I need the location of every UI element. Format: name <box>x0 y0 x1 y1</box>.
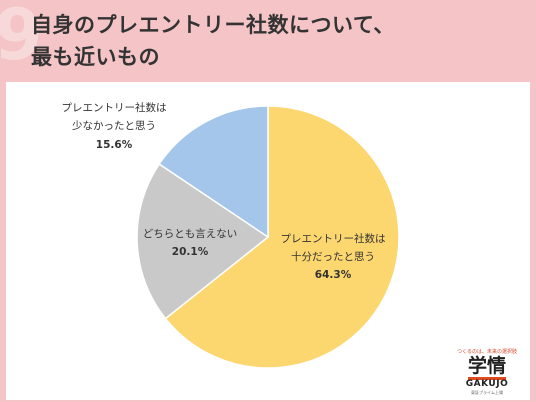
slice-value-1: 64.3% <box>315 269 352 281</box>
page-title: 自身のプレエントリー社数について、 最も近いもの <box>31 9 395 73</box>
pie-slice-3 <box>158 105 269 239</box>
slice-label-3-line1: プレエントリー社数は <box>62 101 167 114</box>
chart-panel: プレエントリー社数は 十分だったと思う 64.3% どちらとも言えない 20.1… <box>6 82 530 400</box>
logo-sub: 東証プライム上場 <box>471 390 503 395</box>
slice-label-3-line2: 少なかったと思う <box>72 120 156 132</box>
slice-label-2-line1: どちらとも言えない <box>143 227 238 240</box>
slice-label-1-line2: 十分だったと思う <box>291 250 375 263</box>
logo-roman: GAKUJO <box>465 379 509 390</box>
gakujo-logo: つくるのは、未来の選択肢 学情 GAKUJO 東証プライム上場 <box>456 348 518 396</box>
slice-label-1-line1: プレエントリー社数は <box>281 232 386 245</box>
slice-value-2: 20.1% <box>172 246 209 258</box>
background-decoration: 9 <box>0 0 43 76</box>
title-line-2: 最も近いもの <box>31 45 160 69</box>
pie-slice-1 <box>164 105 400 369</box>
pie-slice-2 <box>136 163 270 320</box>
pie-chart: プレエントリー社数は 十分だったと思う 64.3% どちらとも言えない 20.1… <box>62 101 400 369</box>
logo-tagline: つくるのは、未来の選択肢 <box>457 349 517 356</box>
title-line-1: 自身のプレエントリー社数について、 <box>31 13 395 37</box>
logo-kanji: 学情 <box>467 357 506 381</box>
slice-value-3: 15.6% <box>96 139 133 151</box>
